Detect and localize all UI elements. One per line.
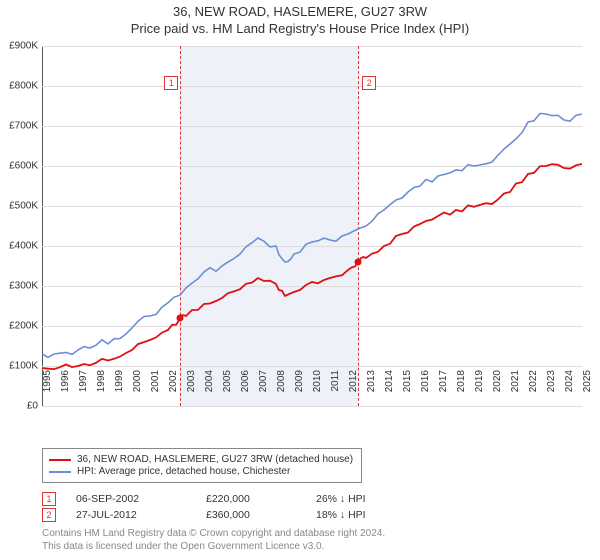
y-tick-label: £0: [27, 401, 38, 412]
plot-region: £0£100K£200K£300K£400K£500K£600K£700K£80…: [42, 46, 582, 407]
y-tick-label: £400K: [9, 241, 38, 252]
footer-line-2: This data is licensed under the Open Gov…: [42, 541, 385, 554]
y-tick-label: £300K: [9, 281, 38, 292]
legend-swatch: [49, 459, 71, 461]
y-tick-label: £100K: [9, 361, 38, 372]
legend-row: HPI: Average price, detached house, Chic…: [49, 466, 353, 477]
sale-marker: 1: [42, 492, 56, 506]
series-line-hpi: [42, 114, 582, 358]
legend: 36, NEW ROAD, HASLEMERE, GU27 3RW (detac…: [42, 448, 362, 483]
sale-price: £360,000: [206, 509, 316, 521]
attribution-footer: Contains HM Land Registry data © Crown c…: [42, 528, 385, 553]
y-tick-label: £500K: [9, 201, 38, 212]
series-line-property: [42, 164, 582, 369]
x-tick-label: 2025: [582, 370, 593, 410]
legend-row: 36, NEW ROAD, HASLEMERE, GU27 3RW (detac…: [49, 454, 353, 465]
series-svg: [42, 46, 582, 406]
sales-table: 1 06-SEP-2002£220,00026% ↓ HPI 2 27-JUL-201…: [42, 490, 436, 524]
sale-marker: 2: [42, 508, 56, 522]
chart-container: 36, NEW ROAD, HASLEMERE, GU27 3RW Price …: [0, 0, 600, 560]
legend-label: 36, NEW ROAD, HASLEMERE, GU27 3RW (detac…: [77, 454, 353, 465]
sale-row: 2 27-JUL-2012£360,00018% ↓ HPI: [42, 508, 436, 522]
chart-area: £0£100K£200K£300K£400K£500K£600K£700K£80…: [42, 46, 582, 406]
legend-swatch: [49, 471, 71, 473]
y-tick-label: £900K: [9, 41, 38, 52]
chart-subtitle: Price paid vs. HM Land Registry's House …: [0, 21, 600, 36]
title-block: 36, NEW ROAD, HASLEMERE, GU27 3RW Price …: [0, 0, 600, 36]
y-tick-label: £700K: [9, 121, 38, 132]
sale-delta: 26% ↓ HPI: [316, 493, 436, 505]
y-tick-label: £200K: [9, 321, 38, 332]
sale-row: 1 06-SEP-2002£220,00026% ↓ HPI: [42, 492, 436, 506]
chart-title-address: 36, NEW ROAD, HASLEMERE, GU27 3RW: [0, 4, 600, 19]
footer-line-1: Contains HM Land Registry data © Crown c…: [42, 528, 385, 541]
sale-delta: 18% ↓ HPI: [316, 509, 436, 521]
sale-price: £220,000: [206, 493, 316, 505]
y-tick-label: £800K: [9, 81, 38, 92]
sale-date: 27-JUL-2012: [76, 509, 206, 521]
y-tick-label: £600K: [9, 161, 38, 172]
sale-date: 06-SEP-2002: [76, 493, 206, 505]
legend-label: HPI: Average price, detached house, Chic…: [77, 466, 290, 477]
